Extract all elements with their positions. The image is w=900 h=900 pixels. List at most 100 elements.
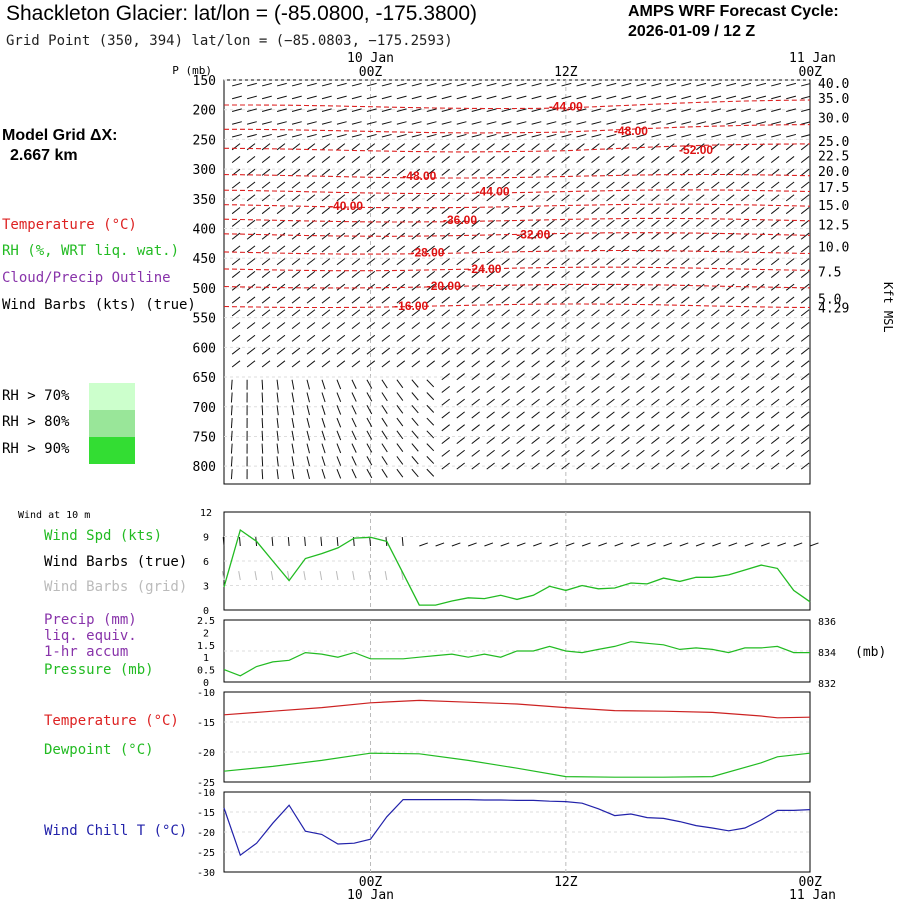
wind-barb [726, 82, 737, 87]
wind-barb-grid [303, 571, 306, 581]
wind-barb [651, 462, 660, 470]
wind-barb [381, 443, 388, 453]
wind-barb [291, 156, 301, 163]
wind-barb [396, 468, 404, 478]
wind-barb [696, 133, 707, 138]
wind-barb [561, 181, 570, 189]
wind-barb [606, 121, 617, 125]
wind-barb [636, 424, 645, 432]
wind-barb-true [419, 542, 428, 547]
wind-barb [606, 270, 615, 278]
wind-barb [531, 385, 540, 393]
wind-barb [785, 437, 795, 444]
wind-barb [426, 108, 437, 112]
wind-barb [800, 462, 810, 470]
wind-barb [591, 108, 602, 112]
wind-barb [606, 108, 617, 112]
wind-barb [396, 245, 406, 253]
wind-barb [456, 133, 467, 138]
wind-barb [336, 334, 346, 342]
wind-barb [351, 181, 361, 189]
wind-barb [306, 392, 310, 403]
height-tick-label: 40.0 [818, 77, 849, 92]
wind-barb [441, 296, 450, 304]
wind-barb [621, 258, 630, 266]
wind-barb [606, 95, 617, 100]
wind-barb [336, 245, 346, 253]
wind-barb-true [598, 542, 608, 547]
wind-barb [471, 309, 480, 317]
wind-barb [606, 258, 615, 266]
wind-barb [366, 181, 376, 189]
wind-barb [621, 133, 632, 138]
wind-barb [741, 108, 752, 112]
wind-barb [441, 207, 450, 215]
wind-barb [396, 207, 406, 215]
wind-barb [621, 270, 630, 278]
wind-barb [755, 270, 765, 278]
wind-barb [785, 449, 795, 457]
dewpoint-line [223, 752, 811, 778]
wind-barb [681, 219, 690, 227]
wind-barb [606, 398, 615, 406]
wind-barb [366, 219, 376, 227]
wind-barb [456, 143, 465, 151]
wind-barb [711, 82, 722, 87]
wind-barb [276, 207, 286, 215]
wind-barb [546, 207, 555, 215]
wind-barb [411, 108, 422, 112]
wind-barb [381, 108, 392, 112]
wind-barb [711, 95, 722, 100]
wind-barb [501, 270, 510, 278]
wind-barb [621, 156, 630, 163]
wind-barb [366, 143, 376, 151]
wind-barb [531, 245, 540, 253]
pressure-tick-label: 350 [193, 193, 216, 208]
pressure-tick-label: 300 [193, 163, 216, 178]
wind-barb [276, 194, 286, 202]
wind-barb [291, 296, 301, 304]
wind-barb [666, 121, 677, 125]
wind-barb [636, 309, 645, 317]
wind-barb [576, 232, 585, 240]
wind-barb [366, 168, 376, 176]
wind-barb [591, 133, 602, 138]
isotherm-label: -48.00 [614, 124, 648, 138]
wind-barb [501, 424, 510, 432]
wind-barb [306, 207, 316, 215]
wind-barb [456, 270, 465, 278]
wind-barb [336, 309, 346, 317]
wind-barb [426, 143, 436, 151]
wind-barb [531, 219, 540, 227]
wind-barb [501, 121, 512, 125]
wind-barb [471, 143, 480, 151]
wind-barb [561, 232, 570, 240]
wind-barb [546, 347, 555, 355]
wind-barb [666, 95, 677, 100]
wind-barb [696, 334, 705, 342]
wind-barb [291, 270, 301, 278]
wind-barb [456, 219, 465, 227]
wind-barb [456, 108, 467, 112]
wind-barb [261, 456, 264, 467]
wind-barb [486, 194, 495, 202]
wind-barb [606, 462, 615, 470]
wind-barb [516, 270, 525, 278]
wind-barb-true [614, 542, 624, 547]
wind-barb [381, 181, 391, 189]
wind-panel-tick-label: 12 [200, 508, 212, 519]
pressure-tick-label: 200 [193, 104, 216, 119]
wind-barb [426, 468, 435, 477]
wind-barb-true [336, 536, 339, 547]
wind-barb [606, 133, 617, 138]
wind-barb [770, 411, 780, 419]
wind-barb [636, 270, 645, 278]
wind-barb-true [238, 536, 241, 547]
wind-barb [651, 232, 660, 240]
height-tick-label: 15.0 [818, 199, 849, 214]
wind-barb [246, 296, 256, 304]
wind-barb [471, 437, 480, 444]
wind-barb [396, 82, 407, 87]
wind-barb [366, 121, 377, 125]
wind-barb [306, 430, 310, 441]
